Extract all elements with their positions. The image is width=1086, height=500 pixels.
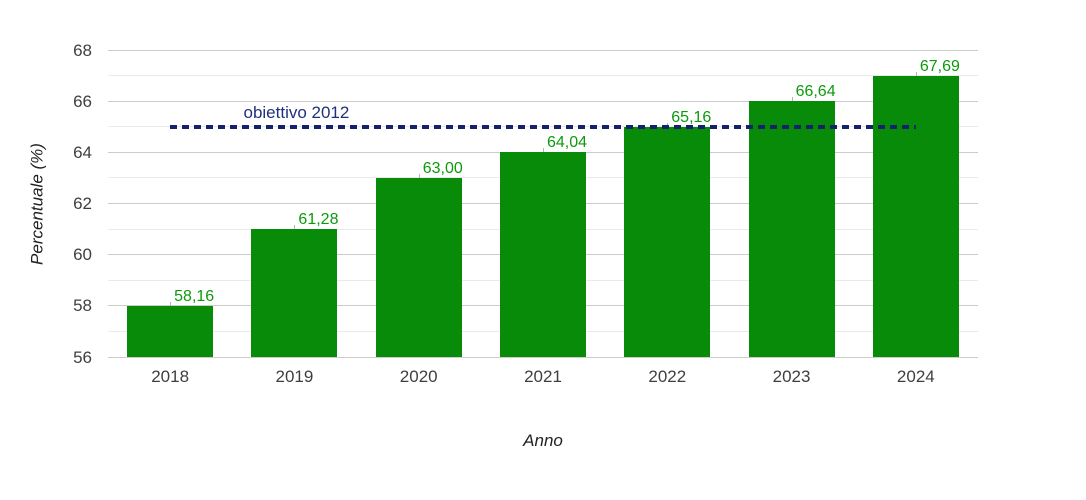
y-tick-68: 68 (73, 40, 92, 60)
annotation-stem (791, 97, 793, 102)
x-tick-2018: 2018 (151, 367, 190, 386)
gridline-minor-67 (108, 75, 978, 77)
x-tick-2020: 2020 (399, 367, 438, 386)
bar-value-2024: 67,69 (919, 57, 960, 75)
bar-2024[interactable] (872, 75, 959, 357)
y-tick-64: 64 (73, 142, 92, 162)
bar-value-2022: 65,16 (671, 108, 712, 126)
y-tick-58: 58 (73, 296, 92, 316)
bar-2018[interactable] (127, 305, 214, 357)
annotation-stem (170, 301, 172, 306)
y-axis-title: Percentuale (%) (27, 142, 47, 265)
annotation-stem (294, 225, 296, 230)
bar-value-2021: 64,04 (547, 134, 588, 152)
gridline-major-66 (108, 100, 978, 102)
gridline-major-56 (108, 356, 978, 358)
annotation-stem (915, 71, 917, 76)
bar-2022[interactable] (624, 126, 711, 357)
bar-value-2018: 58,16 (174, 287, 215, 305)
x-tick-2024: 2024 (896, 367, 935, 386)
y-tick-66: 66 (73, 91, 92, 111)
x-tick-2022: 2022 (648, 367, 687, 386)
bar-2020[interactable] (375, 177, 462, 357)
bar-value-2019: 61,28 (298, 211, 339, 229)
x-tick-2023: 2023 (772, 367, 811, 386)
annotation-stem (543, 148, 544, 153)
y-tick-60: 60 (73, 245, 92, 265)
x-axis-title: Anno (523, 431, 563, 450)
bar-2019[interactable] (251, 229, 338, 357)
y-tick-56: 56 (73, 347, 92, 367)
annotation-stem (418, 173, 420, 178)
x-tick-2021: 2021 (524, 367, 562, 386)
bar-value-2020: 63,00 (422, 159, 463, 177)
bar-2021[interactable] (500, 152, 586, 357)
x-tick-2019: 2019 (275, 367, 314, 386)
bar-2023[interactable] (748, 101, 835, 357)
target-line[interactable] (170, 124, 916, 129)
target-line-label: obiettivo 2012 (243, 102, 350, 122)
bar-value-2023: 66,64 (795, 83, 836, 101)
y-tick-62: 62 (73, 194, 92, 213)
gridline-major-68 (108, 49, 978, 51)
